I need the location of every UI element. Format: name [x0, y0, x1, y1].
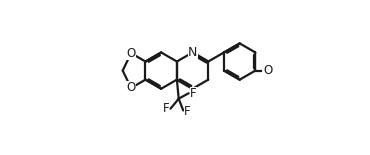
Text: O: O	[127, 82, 136, 95]
Text: O: O	[127, 47, 136, 60]
Text: F: F	[184, 105, 191, 118]
Text: F: F	[190, 87, 197, 100]
Text: O: O	[263, 64, 273, 77]
Text: F: F	[162, 102, 169, 115]
Text: N: N	[188, 46, 197, 59]
